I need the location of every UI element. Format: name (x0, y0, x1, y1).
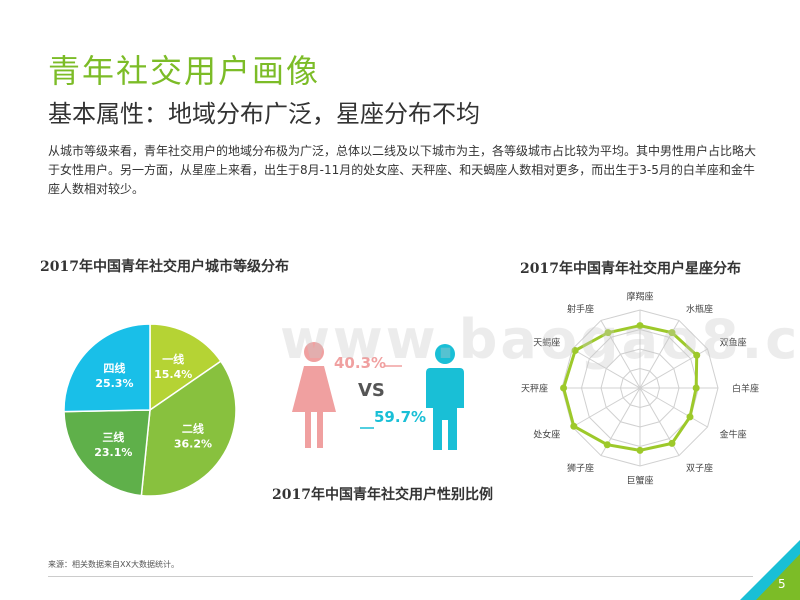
pie-category-label: 四线 (103, 361, 125, 375)
pie-slice-2 (140, 360, 237, 497)
radar-point (636, 446, 644, 454)
description-text: 从城市等级来看，青年社交用户的地域分布极为广泛，总体以二线及以下城市为主，各等级… (48, 144, 757, 196)
gender-chart-title: 2017年中国青年社交用户性别比例 (272, 487, 493, 503)
city-chart-title: 2017年中国青年社交用户城市等级分布 (40, 259, 289, 275)
radar-axis-label: 狮子座 (567, 462, 594, 474)
radar-axis-label: 水瓶座 (686, 303, 713, 315)
page-number: 5 (778, 577, 786, 591)
source-note: 来源：相关数据来自XX大数据统计。 (48, 560, 179, 569)
pie-value-label: 36.2% (174, 437, 212, 450)
pie-slice-4 (63, 323, 151, 413)
radar-point (668, 439, 676, 447)
page-subtitle: 基本属性：地域分布广泛，星座分布不均 (48, 100, 480, 128)
radar-point (692, 384, 700, 392)
radar-point (603, 441, 611, 449)
radar-axis-label: 双子座 (686, 462, 713, 474)
radar-point (604, 329, 612, 337)
male-figure (426, 344, 464, 450)
pie-category-label: 一线 (162, 352, 184, 366)
radar-point (636, 322, 644, 330)
pie-value-label: 25.3% (95, 377, 133, 390)
radar-axis-label: 巨蟹座 (626, 475, 653, 487)
radar-axis-label: 射手座 (567, 303, 594, 315)
female-figure (292, 342, 336, 448)
gender-chart: 40.3% VS 59.7% (292, 342, 464, 450)
radar-axis-label: 天蝎座 (533, 337, 560, 349)
footer-divider (48, 576, 753, 577)
radar-axis-label: 摩羯座 (626, 291, 653, 303)
radar-axis-label: 处女座 (533, 429, 560, 441)
radar-point (693, 351, 701, 359)
zodiac-chart-title: 2017年中国青年社交用户星座分布 (520, 261, 741, 277)
radar-axis-label: 双鱼座 (720, 337, 747, 349)
pie-category-label: 三线 (102, 430, 124, 444)
radar-axis-label: 天秤座 (521, 383, 548, 395)
radar-point (560, 384, 568, 392)
pie-value-label: 23.1% (94, 446, 132, 459)
radar-spoke (639, 387, 708, 428)
pie-category-label: 二线 (182, 421, 204, 435)
radar-spoke (572, 387, 641, 428)
watermark: www.baogao8.com (280, 308, 800, 371)
male-value-label: 59.7% (374, 408, 426, 426)
radar-axis-label: 白羊座 (732, 383, 759, 395)
pie-value-label: 15.4% (154, 368, 192, 381)
female-value-label: 40.3% (334, 354, 386, 372)
pie-slice-1 (149, 323, 222, 412)
page-title: 青年社交用户画像 (48, 52, 321, 90)
pie-slice-3 (63, 409, 151, 497)
radar-axis-label: 金牛座 (720, 429, 747, 441)
corner-decoration (740, 540, 800, 600)
radar-point (571, 347, 579, 355)
radar-point (570, 422, 578, 430)
city-pie-chart: 一线 15.4% 二线 36.2% 三线 23.1% 四线 25.3% (63, 323, 237, 497)
radar-point (686, 413, 694, 421)
radar-spoke (572, 348, 641, 389)
radar-point (668, 329, 676, 337)
vs-label: VS (358, 380, 385, 401)
